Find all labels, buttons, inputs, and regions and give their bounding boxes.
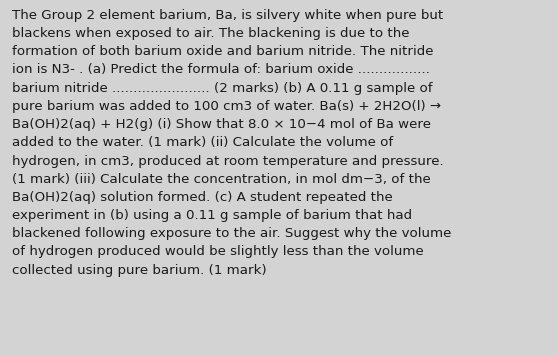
Text: The Group 2 element barium, Ba, is silvery white when pure but
blackens when exp: The Group 2 element barium, Ba, is silve… [12, 9, 451, 277]
